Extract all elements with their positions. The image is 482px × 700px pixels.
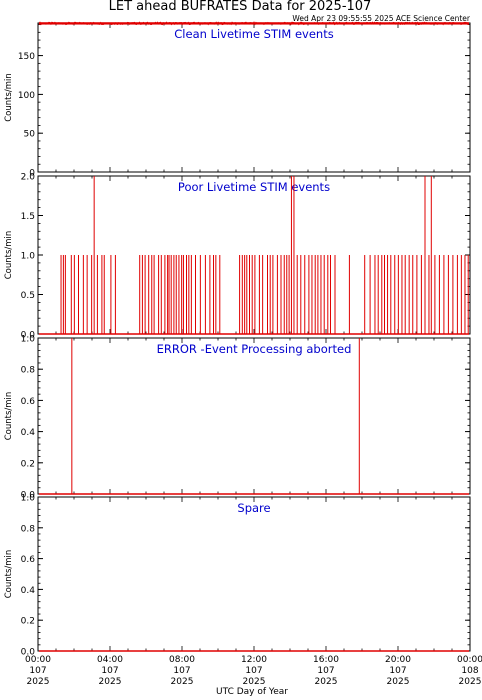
y-axis-label: Counts/min [4,73,14,122]
y-tick-label: 150 [18,52,35,62]
panel-1: 0 50 100 150 Counts/min Clean Livetime STIM e… [4,21,471,179]
panel-4: 0.0 0.2 0.4 0.6 0.8 1.0 Counts/min Spare [4,494,471,658]
y-tick-label: 0.0 [21,491,36,501]
y-axis-label: Counts/min [4,550,14,599]
x-tick-label: 2025 [387,677,410,687]
y-tick-label: 50 [24,130,36,140]
y-tick-label: 0.0 [21,331,36,341]
y-tick-label: 0.2 [21,617,35,627]
x-tick-label: 108 [461,666,478,676]
x-tick-label: 107 [173,666,190,676]
y-tick-label: 0 [29,169,35,179]
x-axis-label: UTC Day of Year [216,687,288,697]
plot-frame [37,496,471,652]
x-tick-label: 00:00 [25,655,51,665]
y-tick-label: 1.5 [21,212,35,222]
chart-title: LET ahead BUFRATES Data for 2025-107 [109,0,372,14]
x-tick-label: 107 [317,666,334,676]
y-tick-label: 0.4 [21,586,36,596]
x-tick-label: 00:00 [457,655,482,665]
x-tick-label: 12:00 [241,655,267,665]
timestamp: Wed Apr 23 09:55:55 2025 ACE Science Cen… [292,14,471,23]
y-tick-label: 1.0 [21,335,36,345]
series-line [38,21,470,26]
x-tick-label: 2025 [171,677,194,687]
y-axis-label: Counts/min [4,392,14,441]
series-band [39,22,469,25]
panel-title: Clean Livetime STIM events [174,27,333,41]
x-tick-label: 2025 [243,677,266,687]
y-tick-label: 0.0 [21,648,36,658]
y-tick-label: 0.6 [21,397,36,407]
x-tick-label: 107 [101,666,118,676]
y-tick-label: 0.8 [21,524,36,534]
y-tick-label: 0.5 [21,291,35,301]
x-tick-label: 107 [29,666,46,676]
x-tick-label: 107 [245,666,262,676]
x-tick-label: 2025 [459,677,482,687]
x-tick-label: 2025 [99,677,122,687]
x-tick-label: 08:00 [169,655,195,665]
panel-3: 0.0 0.2 0.4 0.6 0.8 1.0 Counts/min ERROR -Event… [4,335,471,501]
panel-title: Spare [237,501,270,515]
panel-title: Poor Livetime STIM events [178,180,330,194]
y-tick-label: 0.6 [21,555,36,565]
x-tick-label: 2025 [315,677,338,687]
y-tick-label: 2.0 [21,173,36,183]
y-tick-label: 0.2 [21,459,35,469]
x-tick-label: 04:00 [97,655,123,665]
y-tick-label: 0.8 [21,366,36,376]
x-tick-label: 20:00 [385,655,411,665]
y-axis-label: Counts/min [4,231,14,280]
panel-2: 0.0 0.5 1.0 1.5 2.0 Counts/min Poor Livetime S… [4,173,471,341]
x-tick-label: 107 [389,666,406,676]
plot-frame [37,337,471,495]
y-tick-label: 0.4 [21,428,36,438]
x-tick-label: 16:00 [313,655,339,665]
y-tick-label: 100 [18,91,35,101]
x-tick-label: 2025 [27,677,50,687]
y-tick-label: 1.0 [21,252,36,262]
y-tick-label: 1.0 [21,494,36,504]
panel-title: ERROR -Event Processing aborted [157,342,352,356]
plot-frame [37,22,471,173]
